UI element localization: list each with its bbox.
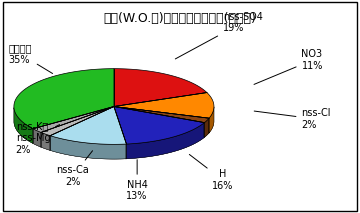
Text: NO3
11%: NO3 11%: [254, 49, 323, 84]
Polygon shape: [14, 108, 33, 144]
Polygon shape: [209, 107, 214, 133]
Polygon shape: [50, 136, 126, 159]
Polygon shape: [14, 69, 114, 129]
Polygon shape: [114, 93, 214, 118]
Polygon shape: [33, 106, 114, 132]
Polygon shape: [114, 106, 209, 123]
Polygon shape: [114, 69, 207, 106]
Text: nss-SO4
19%: nss-SO4 19%: [175, 12, 263, 59]
Polygon shape: [114, 106, 204, 144]
Polygon shape: [204, 118, 209, 137]
Polygon shape: [126, 123, 204, 159]
Polygon shape: [209, 107, 214, 133]
Text: NH4
13%: NH4 13%: [126, 160, 148, 201]
Polygon shape: [41, 106, 114, 136]
Polygon shape: [126, 123, 204, 159]
Polygon shape: [50, 106, 126, 144]
Polygon shape: [204, 118, 209, 137]
Text: nss-K、
nss-Mg
2%: nss-K、 nss-Mg 2%: [16, 121, 60, 155]
Text: nss-Cl
2%: nss-Cl 2%: [254, 108, 331, 130]
Text: 海塩成分
35%: 海塩成分 35%: [9, 43, 53, 73]
Text: nss-Ca
2%: nss-Ca 2%: [57, 151, 93, 187]
Polygon shape: [33, 129, 41, 147]
Text: H
16%: H 16%: [189, 154, 234, 191]
Polygon shape: [50, 136, 126, 159]
Polygon shape: [33, 129, 41, 147]
Polygon shape: [41, 132, 50, 150]
Text: 桜町(W.O.法)原因別イオン成分(当量比): 桜町(W.O.法)原因別イオン成分(当量比): [104, 12, 256, 25]
Polygon shape: [41, 132, 50, 150]
Polygon shape: [14, 108, 33, 144]
